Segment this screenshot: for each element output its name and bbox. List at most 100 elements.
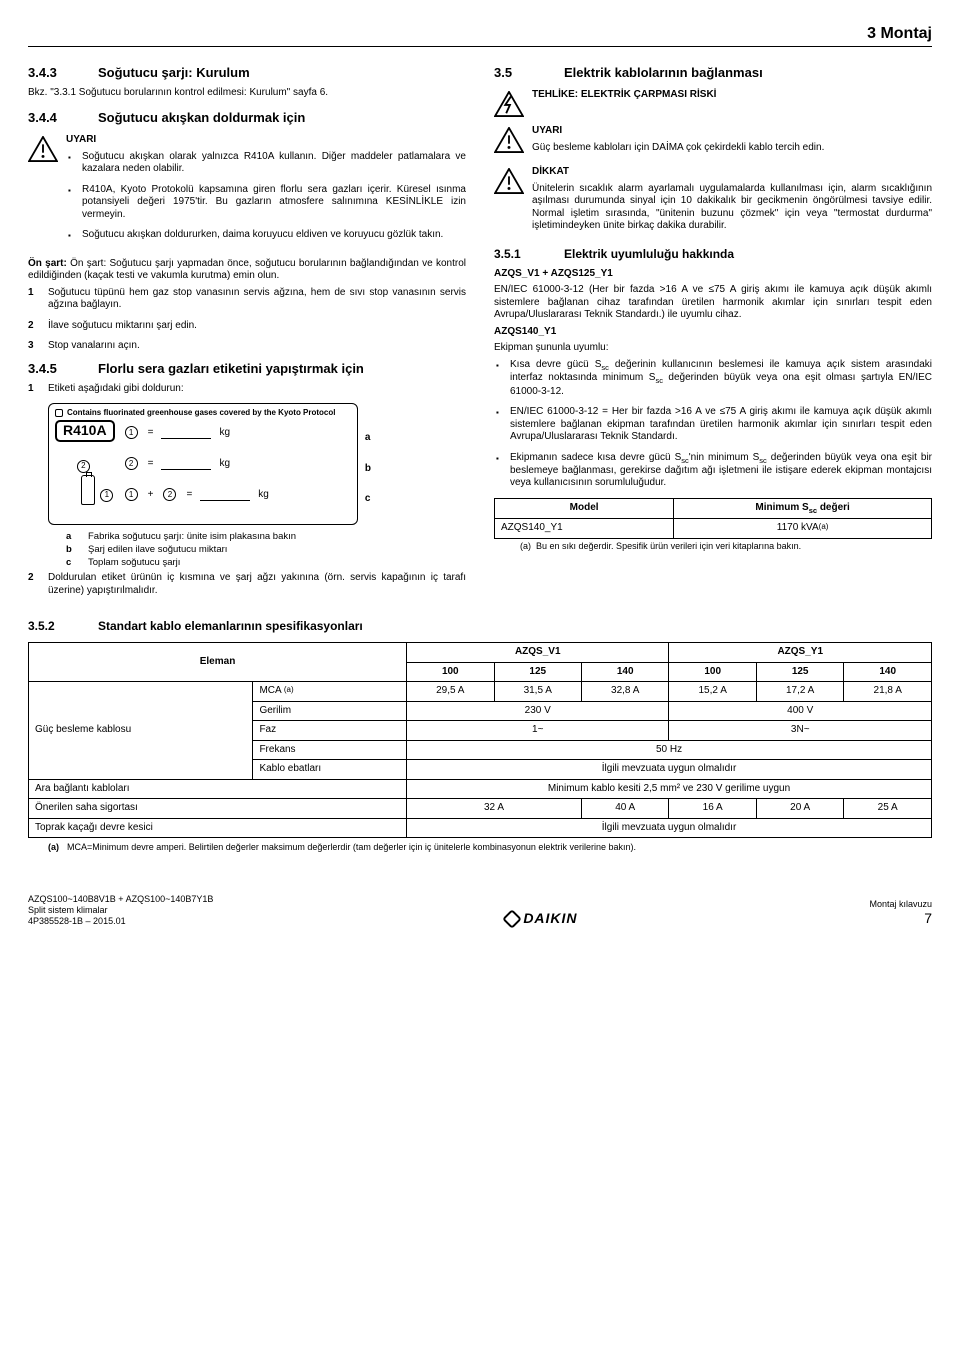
table-cell: Frekans xyxy=(253,740,407,760)
bullet-item: EN/IEC 61000‑3‑12 = Her bir fazda >16 A … xyxy=(510,406,932,444)
circ-1-icon: 1 xyxy=(125,426,138,439)
table-cell: 29,5 A xyxy=(407,682,494,702)
heading-num: 3.5 xyxy=(494,65,544,81)
kg-unit: kg xyxy=(219,458,230,471)
table-cell: Gerilim xyxy=(253,701,407,721)
kg-unit: kg xyxy=(219,427,230,440)
heading-352: 3.5.2 Standart kablo elemanlarının spesi… xyxy=(28,619,932,634)
danger-callout: TEHLİKE: ELEKTRİK ÇARPMASI RİSKİ xyxy=(494,89,932,117)
table-cell: Minimum kablo kesiti 2,5 mm² ve 230 V ge… xyxy=(407,779,932,799)
table-cell: 25 A xyxy=(844,799,932,819)
callout-text: Ünitelerin sıcaklık alarm ayarlamalı uyg… xyxy=(532,183,932,233)
brand-logo: DAIKIN xyxy=(505,910,577,928)
cable-spec-table: Eleman AZQS_V1 AZQS_Y1 100 125 140 100 1… xyxy=(28,642,932,838)
caution-icon xyxy=(494,168,524,194)
model-heading: AZQS140_Y1 xyxy=(494,326,932,339)
step-item: İlave soğutucu miktarını şarj edin. xyxy=(28,320,466,333)
table-header: AZQS_Y1 xyxy=(669,643,932,663)
electric-danger-icon xyxy=(494,91,524,117)
table-cell: Toprak kaçağı devre kesici xyxy=(29,818,407,838)
table-cell: Güç besleme kablosu xyxy=(29,682,253,780)
warning-item: Soğutucu akışkan olarak yalnızca R410A k… xyxy=(82,151,466,176)
circ-1-icon: 1 xyxy=(125,488,138,501)
caution-callout: DİKKAT Ünitelerin sıcaklık alarm ayarlam… xyxy=(494,166,932,237)
table-cell: Faz xyxy=(253,721,407,741)
page-number: 7 xyxy=(869,910,932,928)
warning-item: R410A, Kyoto Protokolü kapsamına giren f… xyxy=(82,184,466,222)
heading-num: 3.5.1 xyxy=(494,247,544,262)
footer-line: 4P385528-1B – 2015.01 xyxy=(28,916,213,927)
table-footnote: (a) Bu en sıkı değerdir. Spesifik ürün v… xyxy=(520,541,932,552)
table-header: Eleman xyxy=(29,643,407,682)
callout-label: UYARI xyxy=(532,125,932,138)
table-cell: 32,8 A xyxy=(581,682,668,702)
body-text: Ekipman şununla uyumlu: xyxy=(494,342,932,355)
footer-line: Split sistem klimalar xyxy=(28,905,213,916)
footer-right: Montaj kılavuzu 7 xyxy=(869,899,932,928)
bottle-icon xyxy=(81,475,95,505)
callout-label: UYARI xyxy=(66,134,466,147)
step-item: Doldurulan etiket ürünün iç kısmına ve ş… xyxy=(28,572,466,597)
table-cell: 1~ xyxy=(407,721,669,741)
legend-text: Fabrika soğutucu şarjı: ünite isim plaka… xyxy=(88,531,296,543)
warning-callout: UYARI Güç besleme kabloları için DAİMA ç… xyxy=(494,125,932,158)
kg-unit: kg xyxy=(258,489,269,502)
heading-344: 3.4.4 Soğutucu akışkan doldurmak için xyxy=(28,110,466,126)
table-cell: AZQS140_Y1 xyxy=(495,519,674,539)
precondition-text: Ön şart: Ön şart: Soğutucu şarjı yapmada… xyxy=(28,258,466,283)
minimum-ssc-table: Model Minimum Ssc değeri AZQS140_Y1 1170… xyxy=(494,498,932,539)
r410a-badge: R410A xyxy=(55,420,115,442)
heading-35: 3.5 Elektrik kablolarının bağlanması xyxy=(494,65,932,81)
heading-text: Standart kablo elemanlarının spesifikasy… xyxy=(98,619,932,634)
table-cell: 1170 kVA(a) xyxy=(674,519,932,539)
table-cell: 21,8 A xyxy=(844,682,932,702)
heading-text: Soğutucu akışkan doldurmak için xyxy=(98,110,466,126)
page-header: 3 Montaj xyxy=(28,24,932,47)
bullet-item: Ekipmanın sadece kısa devre gücü Ssc'nin… xyxy=(510,452,932,490)
right-column: 3.5 Elektrik kablolarının bağlanması TEH… xyxy=(494,59,932,605)
table-header: Minimum Ssc değeri xyxy=(674,498,932,518)
step-item: Stop vanalarını açın. xyxy=(28,340,466,353)
heading-text: Soğutucu şarjı: Kurulum xyxy=(98,65,466,81)
step-item: Etiketi aşağıdaki gibi doldurun: xyxy=(28,383,466,396)
heading-text: Florlu sera gazları etiketini yapıştırma… xyxy=(98,361,466,377)
table-cell: İlgili mevzuata uygun olmalıdır xyxy=(407,760,932,780)
table-header: 140 xyxy=(844,662,932,682)
table-cell: 40 A xyxy=(581,799,668,819)
circ-2-icon: 2 xyxy=(125,457,138,470)
table-header: 100 xyxy=(407,662,494,682)
heading-num: 3.4.5 xyxy=(28,361,78,377)
table-cell: Ara bağlantı kabloları xyxy=(29,779,407,799)
table-cell: Kablo ebatları xyxy=(253,760,407,780)
table-cell: 15,2 A xyxy=(669,682,756,702)
callout-text: Güç besleme kabloları için DAİMA çok çek… xyxy=(532,142,932,155)
callout-label: DİKKAT xyxy=(532,166,932,179)
warning-icon xyxy=(494,127,524,153)
page-footer: AZQS100~140B8V1B + AZQS100~140B7Y1B Spli… xyxy=(28,894,932,928)
table-cell: 32 A xyxy=(407,799,582,819)
legend-text: Toplam soğutucu şarjı xyxy=(88,557,180,569)
left-column: 3.4.3 Soğutucu şarjı: Kurulum Bkz. "3.3.… xyxy=(28,59,466,605)
heading-text: Elektrik uyumluluğu hakkında xyxy=(564,247,932,262)
model-heading: AZQS_V1 + AZQS125_Y1 xyxy=(494,268,932,281)
heading-text: Elektrik kablolarının bağlanması xyxy=(564,65,932,81)
heading-345: 3.4.5 Florlu sera gazları etiketini yapı… xyxy=(28,361,466,377)
table-cell: 3N~ xyxy=(669,721,932,741)
diagram-legend: aFabrika soğutucu şarjı: ünite isim plak… xyxy=(66,531,466,569)
spec-footnote: (a)MCA=Minimum devre amperi. Belirtilen … xyxy=(48,842,932,853)
heading-num: 3.4.4 xyxy=(28,110,78,126)
refrigerant-label-diagram: Contains fluorinated greenhouse gases co… xyxy=(48,403,358,525)
body-text: EN/IEC 61000‑3‑12 (Her bir fazda >16 A v… xyxy=(494,284,932,322)
warning-icon xyxy=(28,136,58,162)
table-cell: 31,5 A xyxy=(494,682,581,702)
legend-text: Şarj edilen ilave soğutucu miktarı xyxy=(88,544,227,556)
heading-num: 3.4.3 xyxy=(28,65,78,81)
table-cell: 400 V xyxy=(669,701,932,721)
table-header: 140 xyxy=(581,662,668,682)
table-header: AZQS_V1 xyxy=(407,643,669,663)
circ-2-icon: 2 xyxy=(163,488,176,501)
footer-line: Montaj kılavuzu xyxy=(869,899,932,910)
circ-1-icon: 1 xyxy=(100,489,113,502)
table-cell: İlgili mevzuata uygun olmalıdır xyxy=(407,818,932,838)
table-cell: 50 Hz xyxy=(407,740,932,760)
